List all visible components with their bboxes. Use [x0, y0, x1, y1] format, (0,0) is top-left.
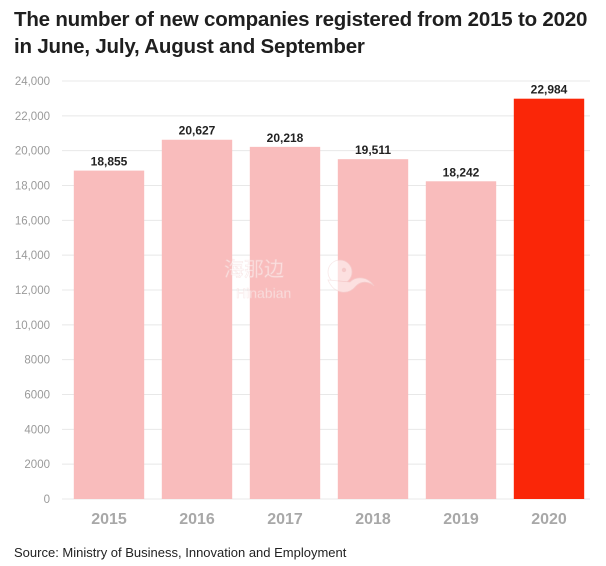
- y-tick-label: 6000: [24, 390, 50, 402]
- y-tick-label: 0: [44, 494, 50, 506]
- y-tick-label: 22,000: [15, 111, 50, 123]
- value-label-2015: 18,855: [91, 155, 128, 169]
- value-label-2018: 19,511: [355, 143, 391, 157]
- bar-2017: [249, 146, 321, 500]
- y-tick-label: 18,000: [15, 181, 50, 193]
- bar-2016: [161, 139, 233, 500]
- y-tick-label: 16,000: [15, 215, 50, 227]
- x-tick-label-2019: 2019: [443, 511, 479, 528]
- x-tick-label-2017: 2017: [267, 511, 303, 528]
- bars: [73, 98, 585, 500]
- x-tick-label-2015: 2015: [91, 511, 127, 528]
- watermark-text-cn: 海那边: [224, 257, 284, 281]
- value-label-2017: 20,218: [267, 131, 304, 145]
- x-axis-ticks: 2015 2016 2017 2018 2019 2020: [91, 511, 567, 528]
- chart-title: The number of new companies registered f…: [14, 8, 588, 58]
- y-tick-label: 2000: [24, 459, 50, 471]
- value-label-2016: 20,627: [179, 124, 216, 138]
- watermark-mascot-icon: [327, 259, 375, 293]
- y-tick-label: 10,000: [15, 320, 50, 332]
- y-tick-label: 8000: [24, 355, 50, 367]
- value-label-2020: 22,984: [531, 83, 568, 97]
- x-tick-label-2020: 2020: [531, 511, 567, 528]
- watermark-text-en: Hinabian: [236, 285, 291, 301]
- x-tick-label-2018: 2018: [355, 511, 391, 528]
- y-tick-label: 20,000: [15, 146, 50, 158]
- bar-2019: [425, 181, 497, 500]
- y-tick-label: 14,000: [15, 250, 50, 262]
- x-tick-label-2016: 2016: [179, 511, 215, 528]
- y-tick-label: 12,000: [15, 285, 50, 297]
- value-labels: 18,855 20,627 20,218 19,511 18,242 22,984: [91, 83, 568, 180]
- source-note: Source: Ministry of Business, Innovation…: [14, 545, 347, 560]
- gridlines: [62, 80, 590, 500]
- watermark-logo: 海那边 Hinabian: [224, 257, 375, 301]
- y-tick-label: 24,000: [15, 76, 50, 88]
- bar-2018: [337, 159, 409, 499]
- bar-2020: [513, 98, 585, 499]
- y-tick-label: 4000: [24, 424, 50, 436]
- bar-2015: [73, 170, 145, 499]
- y-axis-ticks: 0 2000 4000 6000 8000 10,000 12,000 14,000 16,00…: [15, 76, 50, 506]
- value-label-2019: 18,242: [443, 165, 480, 179]
